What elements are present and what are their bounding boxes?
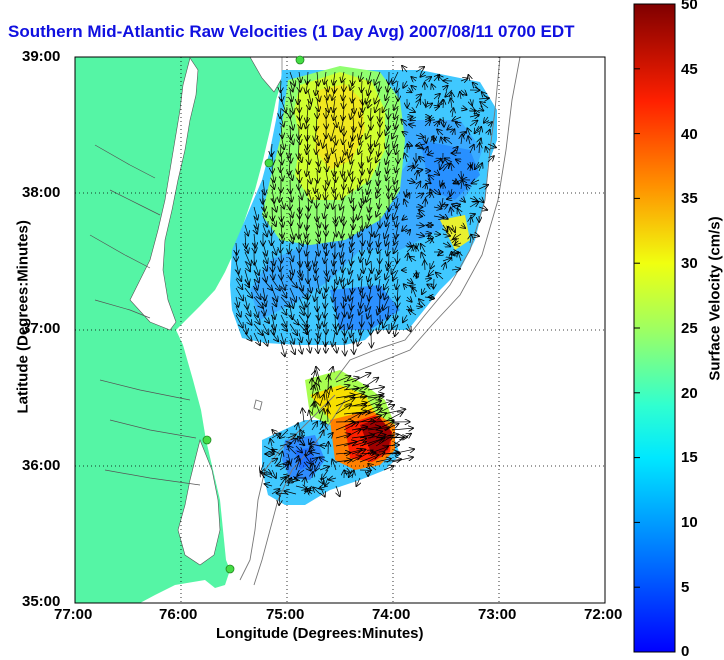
x-tick-label: 74:00 xyxy=(372,606,410,623)
velocity-arrow xyxy=(425,261,426,270)
x-tick-label: 77:00 xyxy=(54,606,92,623)
x-axis-label: Longitude (Degrees:Minutes) xyxy=(216,625,424,642)
velocity-arrow xyxy=(352,422,375,423)
velocity-arrow xyxy=(425,199,426,207)
velocity-arrow xyxy=(434,279,435,288)
velocity-arrow xyxy=(272,207,273,221)
colorbar-tick-label: 50 xyxy=(681,0,698,13)
velocity-arrow xyxy=(380,297,381,311)
colorbar-tick-label: 5 xyxy=(681,579,689,596)
colorbar-tick-label: 30 xyxy=(681,255,698,272)
colorbar-tick-label: 25 xyxy=(681,320,698,337)
colorbar-tick-label: 20 xyxy=(681,385,698,402)
velocity-arrow xyxy=(452,252,453,261)
x-tick-label: 75:00 xyxy=(266,606,304,623)
colorbar-tick-label: 10 xyxy=(681,514,698,531)
y-tick-label: 36:00 xyxy=(22,457,60,474)
velocity-arrow xyxy=(362,216,363,231)
colorbar-tick-label: 45 xyxy=(681,61,698,78)
station-marker xyxy=(203,436,211,444)
y-tick-label: 38:00 xyxy=(22,184,60,201)
velocity-arrow xyxy=(288,461,289,470)
colorbar-tick-label: 40 xyxy=(681,126,698,143)
x-tick-label: 72:00 xyxy=(584,606,622,623)
velocity-arrow xyxy=(326,180,327,190)
station-marker xyxy=(296,56,304,64)
station-marker xyxy=(265,159,273,167)
colorbar-label: Surface Velocity (cm/s) xyxy=(707,204,724,394)
x-tick-label: 73:00 xyxy=(478,606,516,623)
colorbar-tick-label: 35 xyxy=(681,190,698,207)
station-marker xyxy=(226,565,234,573)
velocity-arrow xyxy=(461,171,462,179)
x-tick-label: 76:00 xyxy=(159,606,197,623)
velocity-arrow xyxy=(320,446,328,447)
y-tick-label: 39:00 xyxy=(22,48,60,65)
colorbar xyxy=(634,4,675,652)
colorbar-tick-label: 0 xyxy=(681,643,689,660)
y-axis-label: Latitude (Degrees:Minutes) xyxy=(15,224,32,414)
colorbar-tick-label: 15 xyxy=(681,449,698,466)
velocity-arrow xyxy=(308,234,309,244)
